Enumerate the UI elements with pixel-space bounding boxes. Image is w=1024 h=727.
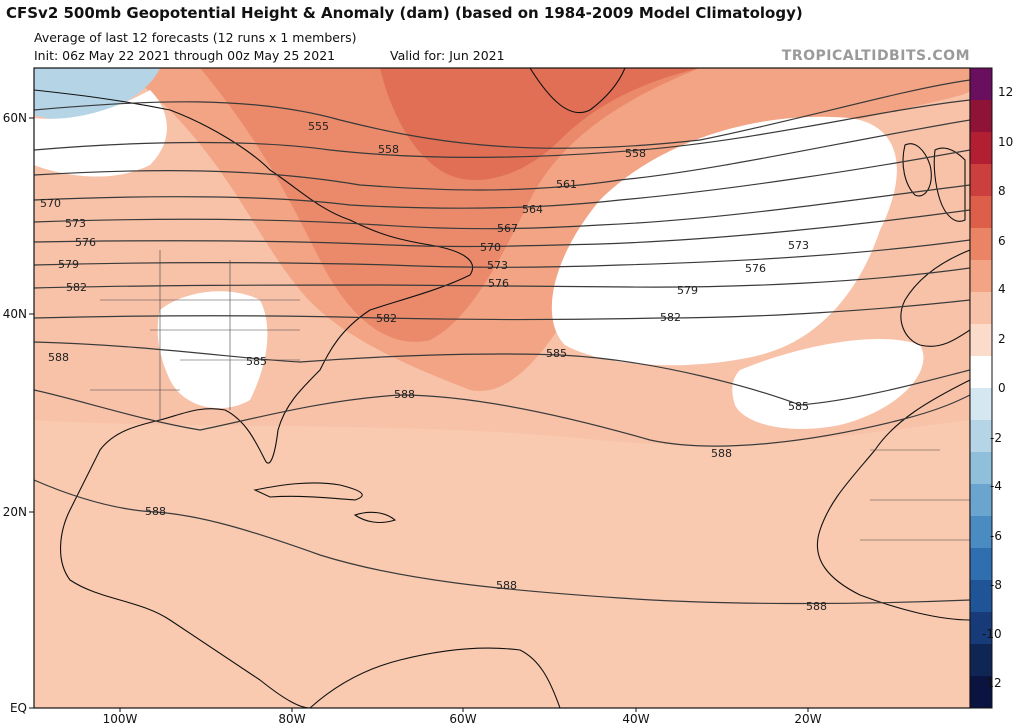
colorbar-tick-label: 8 [998, 184, 1006, 198]
colorbar-tick-label: 2 [998, 332, 1006, 346]
colorbar-tick-label: 6 [998, 234, 1006, 248]
colorbar-swatch [970, 676, 992, 709]
map-title: CFSv2 500mb Geopotential Height & Anomal… [6, 4, 803, 22]
contour-label: 588 [711, 447, 732, 460]
contour-label: 561 [556, 178, 577, 191]
anomaly-fill-5 [380, 68, 700, 180]
valid-text: Valid for: Jun 2021 [390, 48, 505, 63]
colorbar-swatch [970, 228, 992, 261]
contour-label: 573 [65, 217, 86, 230]
colorbar-swatch [970, 516, 992, 549]
colorbar-tick-label: -2 [990, 431, 1002, 445]
lat-axis: 60N 40N 20N EQ [3, 111, 27, 715]
lon-label: 20W [794, 712, 821, 726]
colorbar-tick-label: 12 [998, 85, 1013, 99]
lon-label: 100W [103, 712, 138, 726]
lon-label: 60W [449, 712, 476, 726]
contour-label: 570 [40, 197, 61, 210]
contour-label: 570 [480, 241, 501, 254]
colorbar-swatch [970, 100, 992, 133]
height-contours [34, 79, 970, 605]
colorbar-tick-label: 10 [998, 135, 1013, 149]
colorbar-swatch [970, 196, 992, 229]
colorbar-tick-label: 4 [998, 282, 1006, 296]
contour-label: 579 [677, 284, 698, 297]
colorbar-frame [969, 67, 993, 709]
contour-label: 576 [488, 277, 509, 290]
contour-label: 585 [546, 347, 567, 360]
init-text: Init: 06z May 22 2021 through 00z May 25… [34, 48, 336, 63]
borders [90, 250, 970, 541]
contour-label: 585 [246, 355, 267, 368]
coastlines [34, 68, 970, 708]
colorbar-labels: 12 10 8 6 4 2 0 -2 -4 -6 -8 -10 -12 [982, 85, 1013, 690]
contour-label: 558 [378, 143, 399, 156]
contour-label: 579 [58, 258, 79, 271]
lat-label: EQ [10, 701, 27, 715]
contour-label: 582 [66, 281, 87, 294]
contour-label: 558 [625, 147, 646, 160]
neutral-patch-canada [34, 90, 167, 177]
neutral-patch-azores [732, 339, 924, 429]
anomaly-negative-fill [34, 68, 160, 120]
lon-label: 40W [622, 712, 649, 726]
colorbar-swatch [970, 580, 992, 613]
neutral-patch-us [157, 291, 268, 409]
contour-label: 588 [145, 505, 166, 518]
colorbar-swatch [970, 452, 992, 485]
contour-label: 588 [496, 579, 517, 592]
contour-label-group: 555 558 558 561 564 567 570 570 573 573 … [40, 120, 827, 613]
colorbar-swatch [970, 356, 992, 389]
contour-label: 555 [308, 120, 329, 133]
colorbar-swatch [970, 644, 992, 677]
lat-ticks [29, 117, 34, 709]
colorbar-swatch [970, 164, 992, 197]
map-subtitle: Average of last 12 forecasts (12 runs x … [34, 30, 357, 45]
lon-axis: 100W 80W 60W 40W 20W [103, 712, 822, 726]
colorbar-tick-label: -10 [982, 627, 1002, 641]
colorbar-swatch [970, 324, 992, 357]
lat-label: 60N [3, 111, 27, 125]
contour-label: 567 [497, 222, 518, 235]
brand-watermark: TROPICALTIDBITS.COM [781, 48, 970, 64]
neutral-patch-atlantic [551, 116, 897, 366]
lat-label: 20N [3, 505, 27, 519]
colorbar-tick-label: -4 [990, 479, 1002, 493]
colorbar-swatch [970, 484, 992, 517]
anomaly-fill-4 [200, 68, 700, 342]
colorbar-swatch [970, 388, 992, 421]
colorbar-swatch [970, 260, 992, 293]
colorbar-swatch [970, 292, 992, 325]
contour-label: 564 [522, 203, 543, 216]
contour-label: 582 [660, 311, 681, 324]
colorbar-swatch [970, 548, 992, 581]
lat-label: 40N [3, 307, 27, 321]
contour-label: 576 [75, 236, 96, 249]
contour-label: 573 [788, 239, 809, 252]
colorbar [969, 67, 993, 709]
colorbar-tick-label: -8 [990, 578, 1002, 592]
lon-ticks [119, 708, 809, 712]
contour-label: 573 [487, 259, 508, 272]
colorbar-swatch [970, 68, 992, 101]
map-fill [34, 68, 970, 708]
contour-label: 582 [376, 312, 397, 325]
colorbar-tick-label: -12 [982, 676, 1002, 690]
contour-label: 588 [48, 351, 69, 364]
contour-label: 585 [788, 400, 809, 413]
contour-label: 576 [745, 262, 766, 275]
colorbar-swatch [970, 612, 992, 645]
colorbar-tick-label: 0 [998, 381, 1006, 395]
colorbar-tick-label: -6 [990, 529, 1002, 543]
contour-label: 588 [394, 388, 415, 401]
colorbar-swatch [970, 420, 992, 453]
anomaly-tropical-fill [34, 420, 970, 708]
contour-label: 588 [806, 600, 827, 613]
lon-label: 80W [278, 712, 305, 726]
colorbar-swatch [970, 132, 992, 165]
